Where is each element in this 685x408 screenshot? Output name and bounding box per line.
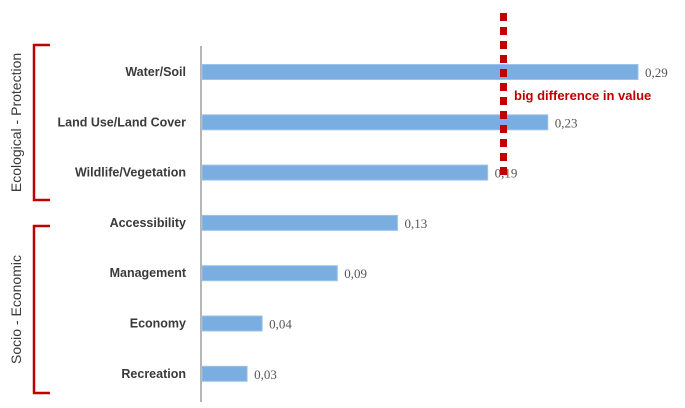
bar [201, 265, 338, 282]
group-label: Ecological - Protection [8, 53, 24, 192]
value-label: 0,13 [404, 216, 427, 231]
dashed-marker-line [500, 69, 507, 77]
group-label: Socio - Economic [8, 255, 24, 364]
group-bracket [32, 224, 50, 395]
annotation-text: big difference in value [514, 88, 651, 103]
category-label: Economy [130, 317, 186, 331]
dashed-marker-line [500, 167, 507, 175]
dashed-marker-line [500, 111, 507, 119]
dashed-marker-line [500, 41, 507, 49]
group-bracket [32, 43, 50, 202]
dashed-marker-line [500, 27, 507, 35]
category-label: Management [110, 266, 187, 280]
bar [201, 64, 639, 80]
dashed-marker-line [500, 55, 507, 63]
category-label: Accessibility [110, 216, 186, 230]
dashed-marker-line [500, 83, 507, 91]
bar [201, 365, 248, 382]
value-label: 0,09 [344, 266, 367, 281]
dashed-marker-line [500, 153, 507, 161]
dashed-marker-line [500, 13, 507, 21]
value-label: 0,23 [555, 115, 578, 130]
value-label: 0,03 [254, 367, 277, 382]
dashed-marker-line [500, 97, 507, 105]
category-label: Wildlife/Vegetation [75, 166, 186, 180]
bar [201, 114, 549, 131]
bar [201, 164, 489, 181]
category-label: Land Use/Land Cover [58, 115, 187, 129]
dashed-marker-line [500, 125, 507, 133]
category-label: Recreation [121, 367, 186, 381]
bar [201, 315, 263, 332]
value-label: 0,29 [645, 65, 668, 80]
dashed-marker-line [500, 139, 507, 147]
category-label: Water/Soil [125, 65, 186, 79]
bar [201, 214, 398, 231]
value-label: 0,04 [269, 317, 292, 332]
